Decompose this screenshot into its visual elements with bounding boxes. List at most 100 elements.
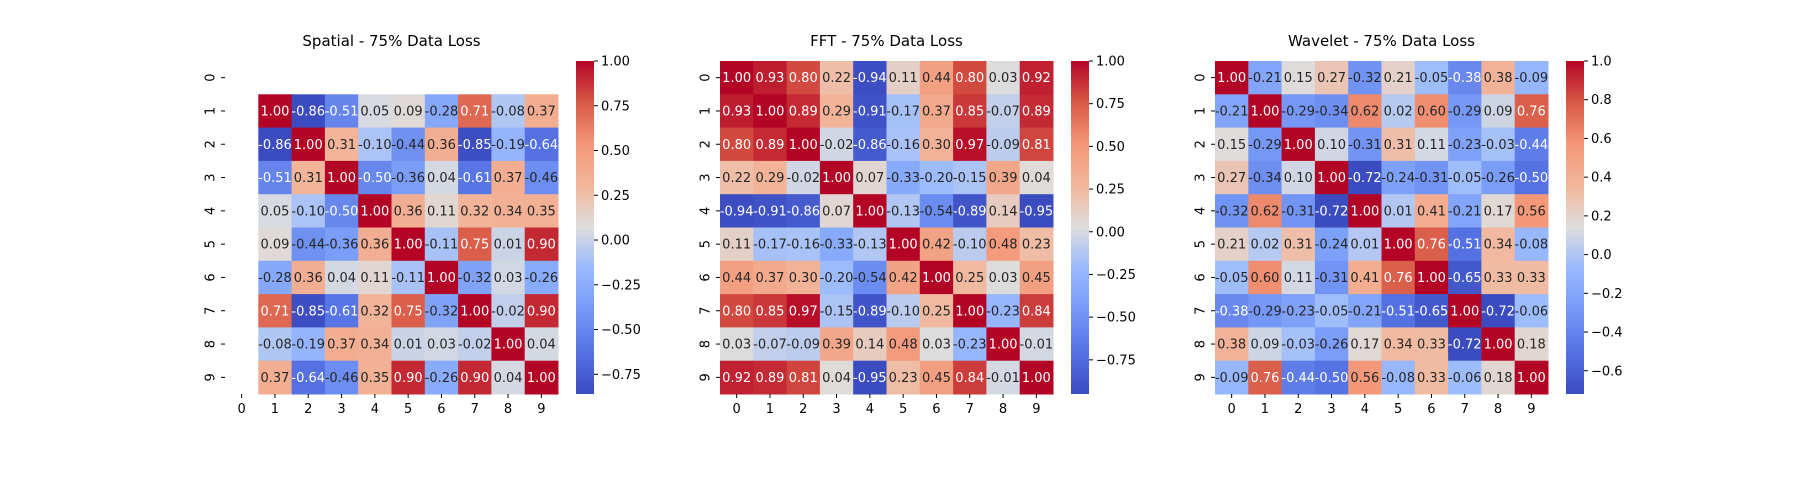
heatmap-cell [953, 327, 987, 362]
heatmap-cell [786, 94, 821, 129]
heatmap-cell [458, 194, 492, 228]
data-label: 0.33 [1484, 271, 1513, 286]
data-label: 0.15 [1217, 138, 1246, 153]
data-label: -0.64 [525, 138, 559, 153]
heatmap-cell [886, 294, 921, 328]
x-tick-label: 1 [271, 402, 279, 417]
data-label: 0.62 [1350, 104, 1379, 119]
data-label: 0.93 [722, 104, 751, 119]
heatmap-cell [1448, 327, 1482, 362]
heatmap-cell [1281, 61, 1316, 95]
data-label: 0.18 [1484, 371, 1513, 386]
data-label: -0.34 [1315, 104, 1349, 119]
heatmap-cell [786, 61, 821, 95]
data-label: 0.56 [1350, 371, 1379, 386]
heatmap-cell [524, 94, 559, 129]
data-label: 0.81 [789, 371, 818, 386]
data-label: -0.33 [820, 238, 854, 253]
data-label: 0.11 [427, 204, 456, 219]
data-label: 0.15 [1284, 71, 1313, 86]
data-label: 0.34 [1384, 338, 1413, 353]
data-label: -0.86 [786, 204, 820, 219]
heatmap-cell [1248, 327, 1283, 362]
data-label: 0.04 [494, 371, 523, 386]
heatmap-cell [1514, 127, 1549, 162]
data-label: 0.39 [822, 338, 851, 353]
data-label: 0.03 [922, 338, 951, 353]
heatmap-cell [786, 260, 821, 295]
data-label: 1.00 [922, 271, 951, 286]
y-tick-label: 3 [204, 173, 219, 181]
heatmap-cell [1215, 160, 1249, 195]
data-label: 1.00 [494, 338, 523, 353]
data-label: -0.08 [1381, 371, 1415, 386]
data-label: 0.39 [989, 171, 1018, 186]
heatmap-cell [1215, 227, 1249, 262]
heatmap-cell [1381, 360, 1416, 395]
heatmap-cell [1514, 327, 1549, 362]
data-label: 0.85 [755, 304, 784, 319]
data-label: 0.90 [460, 371, 489, 386]
data-label: 0.37 [327, 338, 356, 353]
heatmap-cell [324, 227, 359, 262]
data-label: -0.10 [953, 238, 987, 253]
colorbar-tick-label: 0.6 [1591, 132, 1612, 147]
data-label: 0.17 [1350, 338, 1379, 353]
data-label: 0.93 [755, 71, 784, 86]
heatmap-cell [853, 227, 887, 262]
heatmap-cell [358, 360, 392, 395]
colorbar [1566, 61, 1584, 394]
data-label: -0.10 [291, 204, 325, 219]
data-label: -0.61 [458, 171, 492, 186]
data-label: -0.95 [1020, 204, 1054, 219]
heatmap-cell [1281, 327, 1316, 362]
y-tick-label: 1 [699, 107, 714, 115]
data-label: 0.89 [755, 371, 784, 386]
heatmap-cell [491, 294, 526, 328]
heatmap-cell [1314, 127, 1349, 162]
x-tick-label: 7 [1461, 402, 1469, 417]
heatmap-cell [1481, 294, 1516, 328]
heatmap-cell [1314, 327, 1349, 362]
data-label: 1.00 [1022, 371, 1051, 386]
heatmap-cell [424, 227, 459, 262]
heatmap-cell [1215, 127, 1249, 162]
heatmap-cell [953, 227, 987, 262]
data-label: 0.02 [1250, 238, 1279, 253]
data-label: 0.37 [755, 271, 784, 286]
data-label: 1.00 [360, 204, 389, 219]
heatmap-cell [524, 227, 559, 262]
heatmap-cell [1019, 94, 1054, 129]
heatmap-cell [1281, 194, 1316, 228]
heatmap-cell [1514, 360, 1549, 395]
data-label: 0.48 [989, 238, 1018, 253]
heatmap-cell [1019, 127, 1054, 162]
heatmap-cell [819, 360, 854, 395]
data-label: 0.84 [1022, 304, 1051, 319]
heatmap-cell [919, 327, 954, 362]
heatmap-cell [986, 61, 1021, 95]
heatmap-cell [391, 160, 426, 195]
colorbar-tick-label: 0.50 [1096, 140, 1125, 155]
heatmap-cell [324, 94, 359, 129]
heatmap-cell [1448, 294, 1482, 328]
data-label: 0.37 [260, 371, 289, 386]
data-label: 0.05 [360, 104, 389, 119]
heatmap-cell [853, 294, 887, 328]
data-label: 1.00 [394, 238, 423, 253]
heatmap-cell [753, 260, 788, 295]
heatmap-cell [1481, 160, 1516, 195]
heatmap-cell [1414, 294, 1449, 328]
heatmap-cell [1248, 260, 1283, 295]
data-label: 1.00 [460, 304, 489, 319]
x-tick-label: 6 [932, 402, 940, 417]
data-label: -0.38 [1448, 71, 1482, 86]
data-label: -0.11 [425, 238, 459, 253]
heatmap-cell [1348, 61, 1382, 95]
heatmap-cell [919, 260, 954, 295]
heatmap-cell [291, 327, 326, 362]
data-label: -0.23 [953, 338, 987, 353]
data-label: 0.48 [889, 338, 918, 353]
data-label: -0.54 [853, 271, 887, 286]
